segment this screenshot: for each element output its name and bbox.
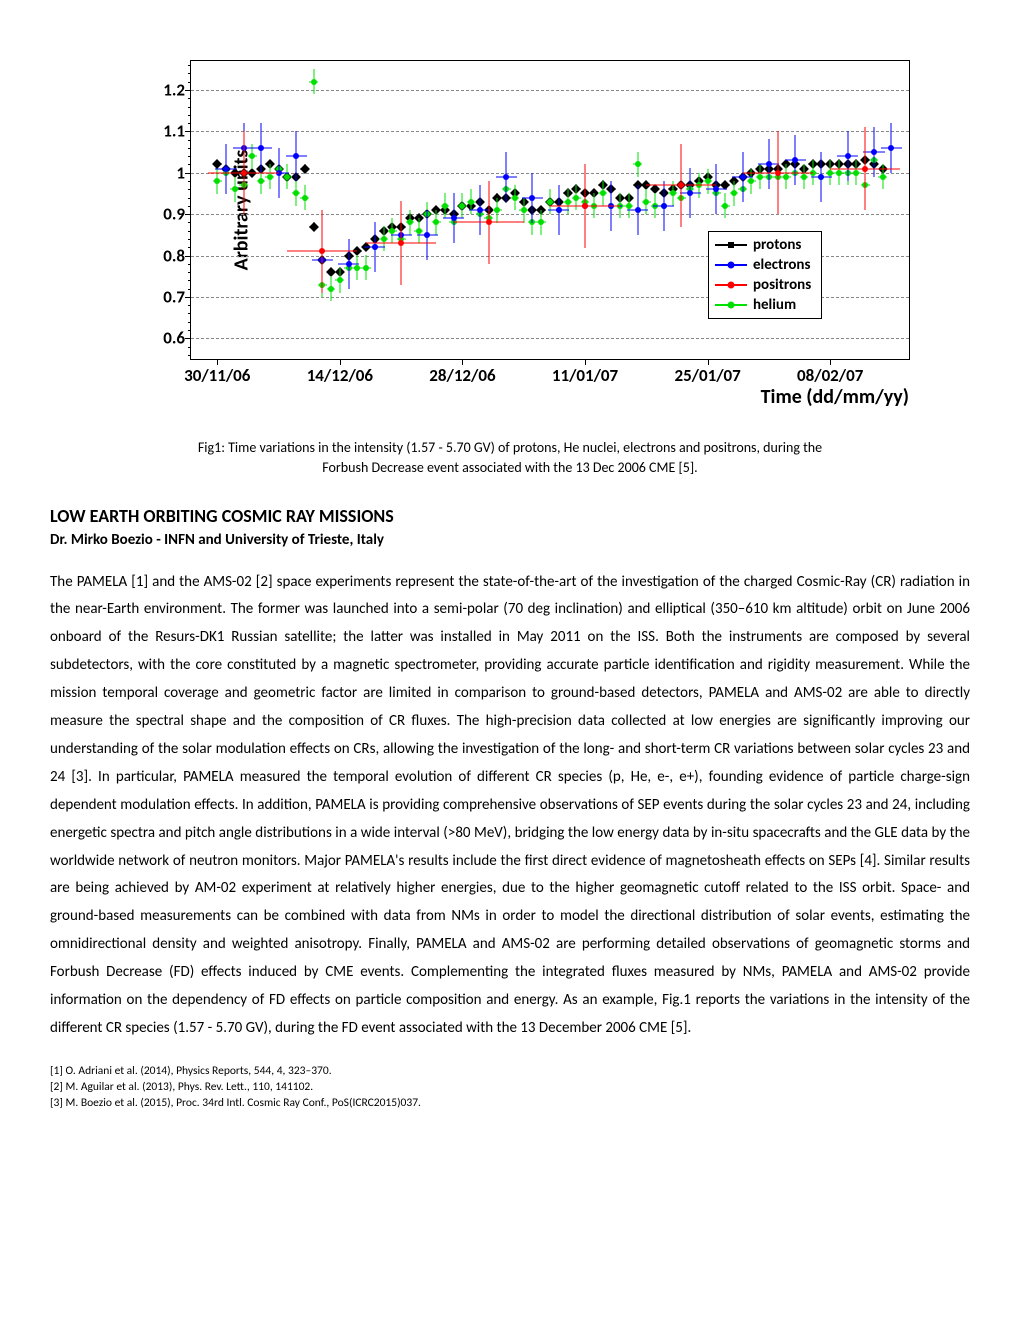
legend-label: protons bbox=[753, 236, 801, 254]
chart-legend: protons electrons positrons helium bbox=[708, 231, 822, 319]
author-line: Dr. Mirko Boezio - INFN and University o… bbox=[50, 531, 970, 549]
figure-caption: Fig1: Time variations in the intensity (… bbox=[190, 438, 830, 479]
body-paragraph: The PAMELA [1] and the AMS-02 [2] space … bbox=[50, 569, 970, 1043]
figure-time-variation-chart: Arbitrary units Time (dd/mm/yy) 0.60.70.… bbox=[100, 50, 920, 420]
reference-item: [1] O. Adriani et al. (2014), Physics Re… bbox=[50, 1063, 970, 1079]
chart-x-axis-label: Time (dd/mm/yy) bbox=[761, 385, 909, 409]
legend-label: helium bbox=[753, 296, 796, 314]
chart-plot-area: Arbitrary units Time (dd/mm/yy) 0.60.70.… bbox=[190, 60, 910, 360]
legend-label: electrons bbox=[753, 256, 811, 274]
section-title: LOW EARTH ORBITING COSMIC RAY MISSIONS bbox=[50, 505, 970, 527]
references-block: [1] O. Adriani et al. (2014), Physics Re… bbox=[50, 1063, 970, 1111]
reference-item: [2] M. Aguilar et al. (2013), Phys. Rev.… bbox=[50, 1079, 970, 1095]
legend-label: positrons bbox=[753, 276, 811, 294]
reference-item: [3] M. Boezio et al. (2015), Proc. 34rd … bbox=[50, 1095, 970, 1111]
